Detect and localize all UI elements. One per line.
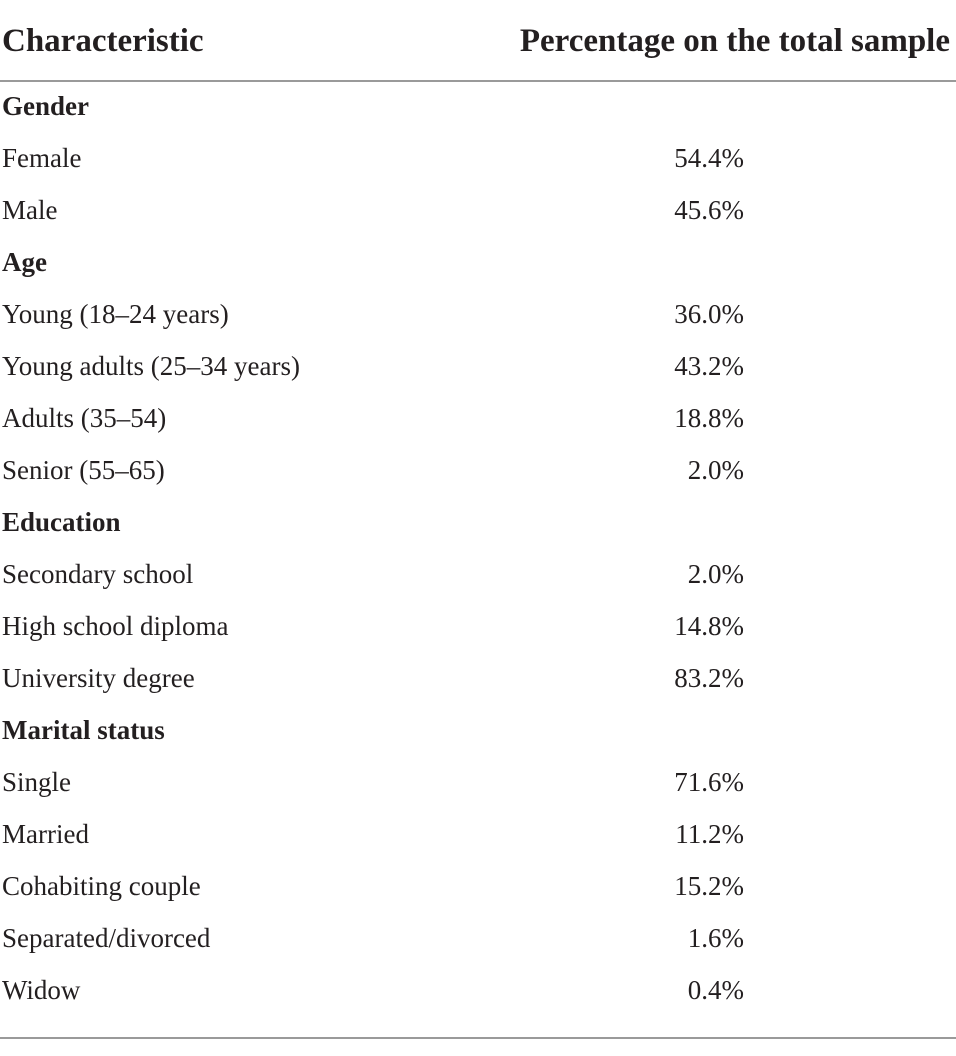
row-label: Male <box>2 195 58 225</box>
table-row: Adults (35–54) 18.8% <box>0 394 956 446</box>
row-percentage: 36.0% <box>674 299 744 329</box>
section-label: Education <box>2 507 121 537</box>
table-body: Gender Female 54.4% Male 45.6% Age Young (18–2… <box>0 82 956 1018</box>
row-label: Widow <box>2 975 81 1005</box>
column-header-characteristic: Characteristic <box>2 23 204 59</box>
table-row: Widow 0.4% <box>0 966 956 1018</box>
row-percentage: 2.0% <box>687 455 744 485</box>
row-label: Young adults (25–34 years) <box>2 351 300 381</box>
row-label: Single <box>2 767 72 797</box>
row-percentage: 1.6% <box>687 923 744 953</box>
row-percentage: 14.8% <box>674 611 744 641</box>
table-row: Female 54.4% <box>0 134 956 186</box>
table-row: High school diploma 14.8% <box>0 602 956 654</box>
row-percentage: 54.4% <box>674 143 744 173</box>
row-label: Separated/divorced <box>2 923 211 953</box>
row-label: Young (18–24 years) <box>2 299 229 329</box>
table-row: Cohabiting couple 15.2% <box>0 862 956 914</box>
table-row: Secondary school 2.0% <box>0 550 956 602</box>
table-row: University degree 83.2% <box>0 654 956 706</box>
row-label: University degree <box>2 663 195 693</box>
row-label: High school diploma <box>2 611 229 641</box>
table-row: Male 45.6% <box>0 186 956 238</box>
row-percentage: 43.2% <box>674 351 744 381</box>
table-row: Young (18–24 years) 36.0% <box>0 290 956 342</box>
row-percentage: 18.8% <box>674 403 744 433</box>
table-row: Single 71.6% <box>0 758 956 810</box>
row-percentage: 11.2% <box>675 819 744 849</box>
section-header-row: Marital status <box>0 706 956 758</box>
table-bottom-rule <box>0 1037 956 1039</box>
table-row: Senior (55–65) 2.0% <box>0 446 956 498</box>
row-percentage: 45.6% <box>674 195 744 225</box>
row-percentage: 0.4% <box>687 975 744 1005</box>
section-header-row: Gender <box>0 82 956 134</box>
row-percentage: 71.6% <box>674 767 744 797</box>
section-label: Marital status <box>2 715 165 745</box>
row-percentage: 83.2% <box>674 663 744 693</box>
row-label: Married <box>2 819 89 849</box>
table-row: Separated/divorced 1.6% <box>0 914 956 966</box>
row-label: Adults (35–54) <box>2 403 167 433</box>
section-header-row: Age <box>0 238 956 290</box>
table-row: Married 11.2% <box>0 810 956 862</box>
table-row: Young adults (25–34 years) 43.2% <box>0 342 956 394</box>
row-label: Female <box>2 143 82 173</box>
section-label: Gender <box>2 91 89 121</box>
table-header: Characteristic Percentage on the total s… <box>0 0 956 82</box>
section-header-row: Education <box>0 498 956 550</box>
row-percentage: 15.2% <box>674 871 744 901</box>
row-percentage: 2.0% <box>687 559 744 589</box>
row-label: Cohabiting couple <box>2 871 201 901</box>
row-label: Senior (55–65) <box>2 455 165 485</box>
section-label: Age <box>2 247 47 277</box>
column-header-percentage: Percentage on the total sample <box>519 23 950 59</box>
row-label: Secondary school <box>2 559 194 589</box>
